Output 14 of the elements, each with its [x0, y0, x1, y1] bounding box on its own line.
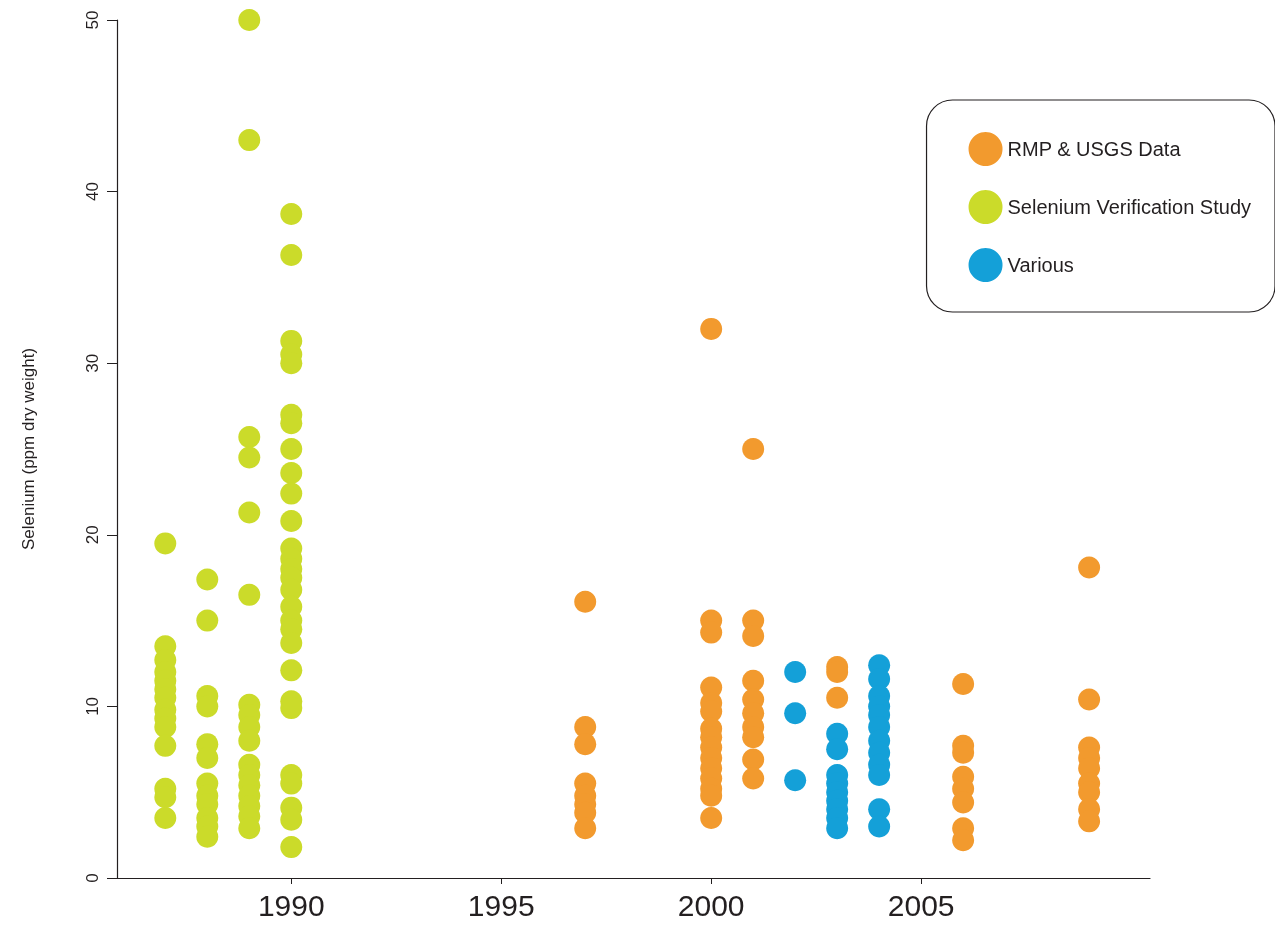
y-axis-title: Selenium (ppm dry weight) [19, 347, 38, 551]
y-tick-label: 40 [83, 182, 102, 202]
x-tick-label: 2005 [887, 888, 955, 922]
y-tick-label: 10 [83, 696, 102, 716]
legend-label: Selenium Verification Study [1007, 196, 1251, 218]
legend-label: RMP & USGS Data [1007, 138, 1182, 160]
x-tick-label: 2000 [677, 888, 745, 922]
y-tick-label: 20 [83, 525, 102, 545]
y-tick-label: 0 [83, 873, 102, 883]
legend-label: Various [1007, 254, 1074, 276]
y-tick-label: 30 [83, 353, 102, 373]
y-tick-label: 50 [83, 10, 102, 30]
x-tick-label: 1995 [467, 888, 535, 922]
x-tick-label: 1990 [257, 888, 325, 922]
